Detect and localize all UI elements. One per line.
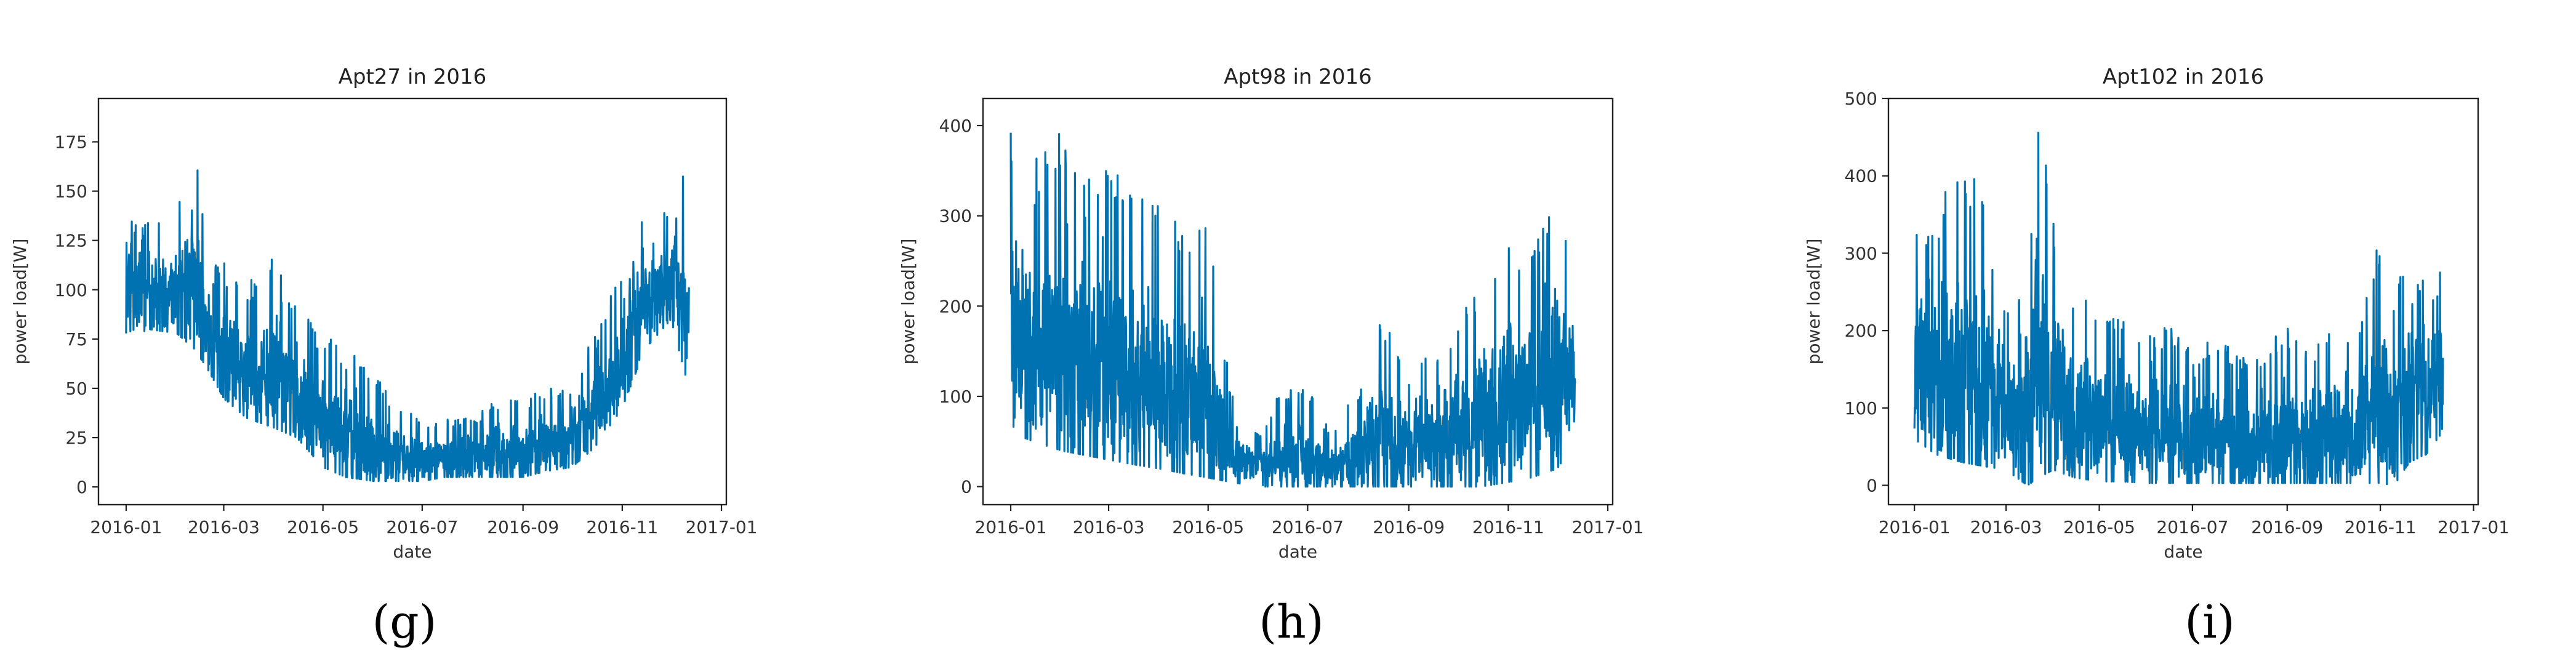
x-tick-label: 2016-09 <box>487 517 559 537</box>
x-tick-label: 2016-11 <box>1472 517 1544 537</box>
x-tick-label: 2016-11 <box>2345 517 2417 537</box>
y-tick-label: 300 <box>1845 243 1877 263</box>
chart-panel-g: Apt27 in 2016 0 25 50 75 100 125 150 175 2016-01 2… <box>0 0 859 669</box>
y-tick-label: 300 <box>939 206 972 226</box>
chart-h: Apt98 in 2016 0 100 200 300 400 2016-01 2016-03… <box>898 65 1644 562</box>
chart-title: Apt102 in 2016 <box>2103 65 2264 89</box>
y-tick-label: 0 <box>961 477 972 497</box>
x-tick-label: 2017-01 <box>1572 517 1644 537</box>
plot-frame <box>97 97 728 506</box>
x-tick-label: 2016-07 <box>386 517 458 537</box>
x-tick-label: 2016-05 <box>1172 517 1244 537</box>
plot-frame <box>982 97 1614 506</box>
y-axis-label: power load[W] <box>10 239 30 365</box>
y-axis-label: power load[W] <box>1804 239 1824 365</box>
x-tick-label: 2017-01 <box>686 517 758 537</box>
y-tick-label: 75 <box>65 329 87 350</box>
y-tick-label: 0 <box>1866 476 1877 496</box>
y-tick-label: 100 <box>55 280 87 300</box>
x-axis-label: date <box>1278 542 1317 562</box>
x-tick-label: 2016-07 <box>1272 517 1344 537</box>
chart-panel-i: Apt102 in 2016 0 100 200 300 400 500 2016-01 201… <box>1717 0 2576 669</box>
y-tick-label: 150 <box>55 182 87 202</box>
y-axis-label: power load[W] <box>898 239 918 365</box>
y-tick-label: 100 <box>1845 398 1877 419</box>
chart-title: Apt98 in 2016 <box>1224 65 1372 89</box>
chart-i: Apt102 in 2016 0 100 200 300 400 500 2016-01 201… <box>1804 65 2510 562</box>
x-tick-label: 2017-01 <box>2438 517 2510 537</box>
x-tick-label: 2016-05 <box>2063 517 2135 537</box>
x-tick-label: 2016-03 <box>1970 517 2042 537</box>
plot-frame <box>1887 97 2479 506</box>
y-tick-label: 500 <box>1845 89 1877 109</box>
y-tick-label: 175 <box>55 132 87 152</box>
x-tick-label: 2016-01 <box>90 517 162 537</box>
series-line <box>1009 132 1576 488</box>
y-tick-label: 400 <box>1845 166 1877 186</box>
panel-label-h: (h) <box>1259 596 1324 649</box>
panel-label-g: (g) <box>372 596 437 649</box>
x-tick-label: 2016-01 <box>975 517 1047 537</box>
x-tick-label: 2016-03 <box>1073 517 1145 537</box>
y-tick-label: 125 <box>55 231 87 251</box>
y-tick-label: 0 <box>76 477 87 497</box>
y-tick-label: 50 <box>65 379 87 399</box>
y-tick-label: 25 <box>65 428 87 448</box>
x-tick-label: 2016-09 <box>1373 517 1445 537</box>
y-tick-label: 200 <box>939 296 972 316</box>
series-line <box>1913 131 2444 486</box>
x-tick-label: 2016-05 <box>287 517 359 537</box>
x-tick-label: 2016-01 <box>1879 517 1951 537</box>
y-tick-label: 400 <box>939 116 972 136</box>
panel-label-i: (i) <box>2185 596 2235 649</box>
x-tick-label: 2016-09 <box>2251 517 2323 537</box>
chart-g: Apt27 in 2016 0 25 50 75 100 125 150 175 2016-01 2… <box>10 65 758 562</box>
y-tick-label: 200 <box>1845 321 1877 341</box>
x-tick-label: 2016-07 <box>2156 517 2228 537</box>
chart-title: Apt27 in 2016 <box>339 65 487 89</box>
chart-panel-h: Apt98 in 2016 0 100 200 300 400 2016-01 2016-03… <box>859 0 1717 669</box>
x-tick-label: 2016-11 <box>586 517 658 537</box>
y-tick-label: 100 <box>939 387 972 407</box>
x-tick-label: 2016-03 <box>188 517 260 537</box>
x-axis-label: date <box>393 542 431 562</box>
series-line <box>125 169 690 483</box>
x-axis-label: date <box>2164 542 2202 562</box>
